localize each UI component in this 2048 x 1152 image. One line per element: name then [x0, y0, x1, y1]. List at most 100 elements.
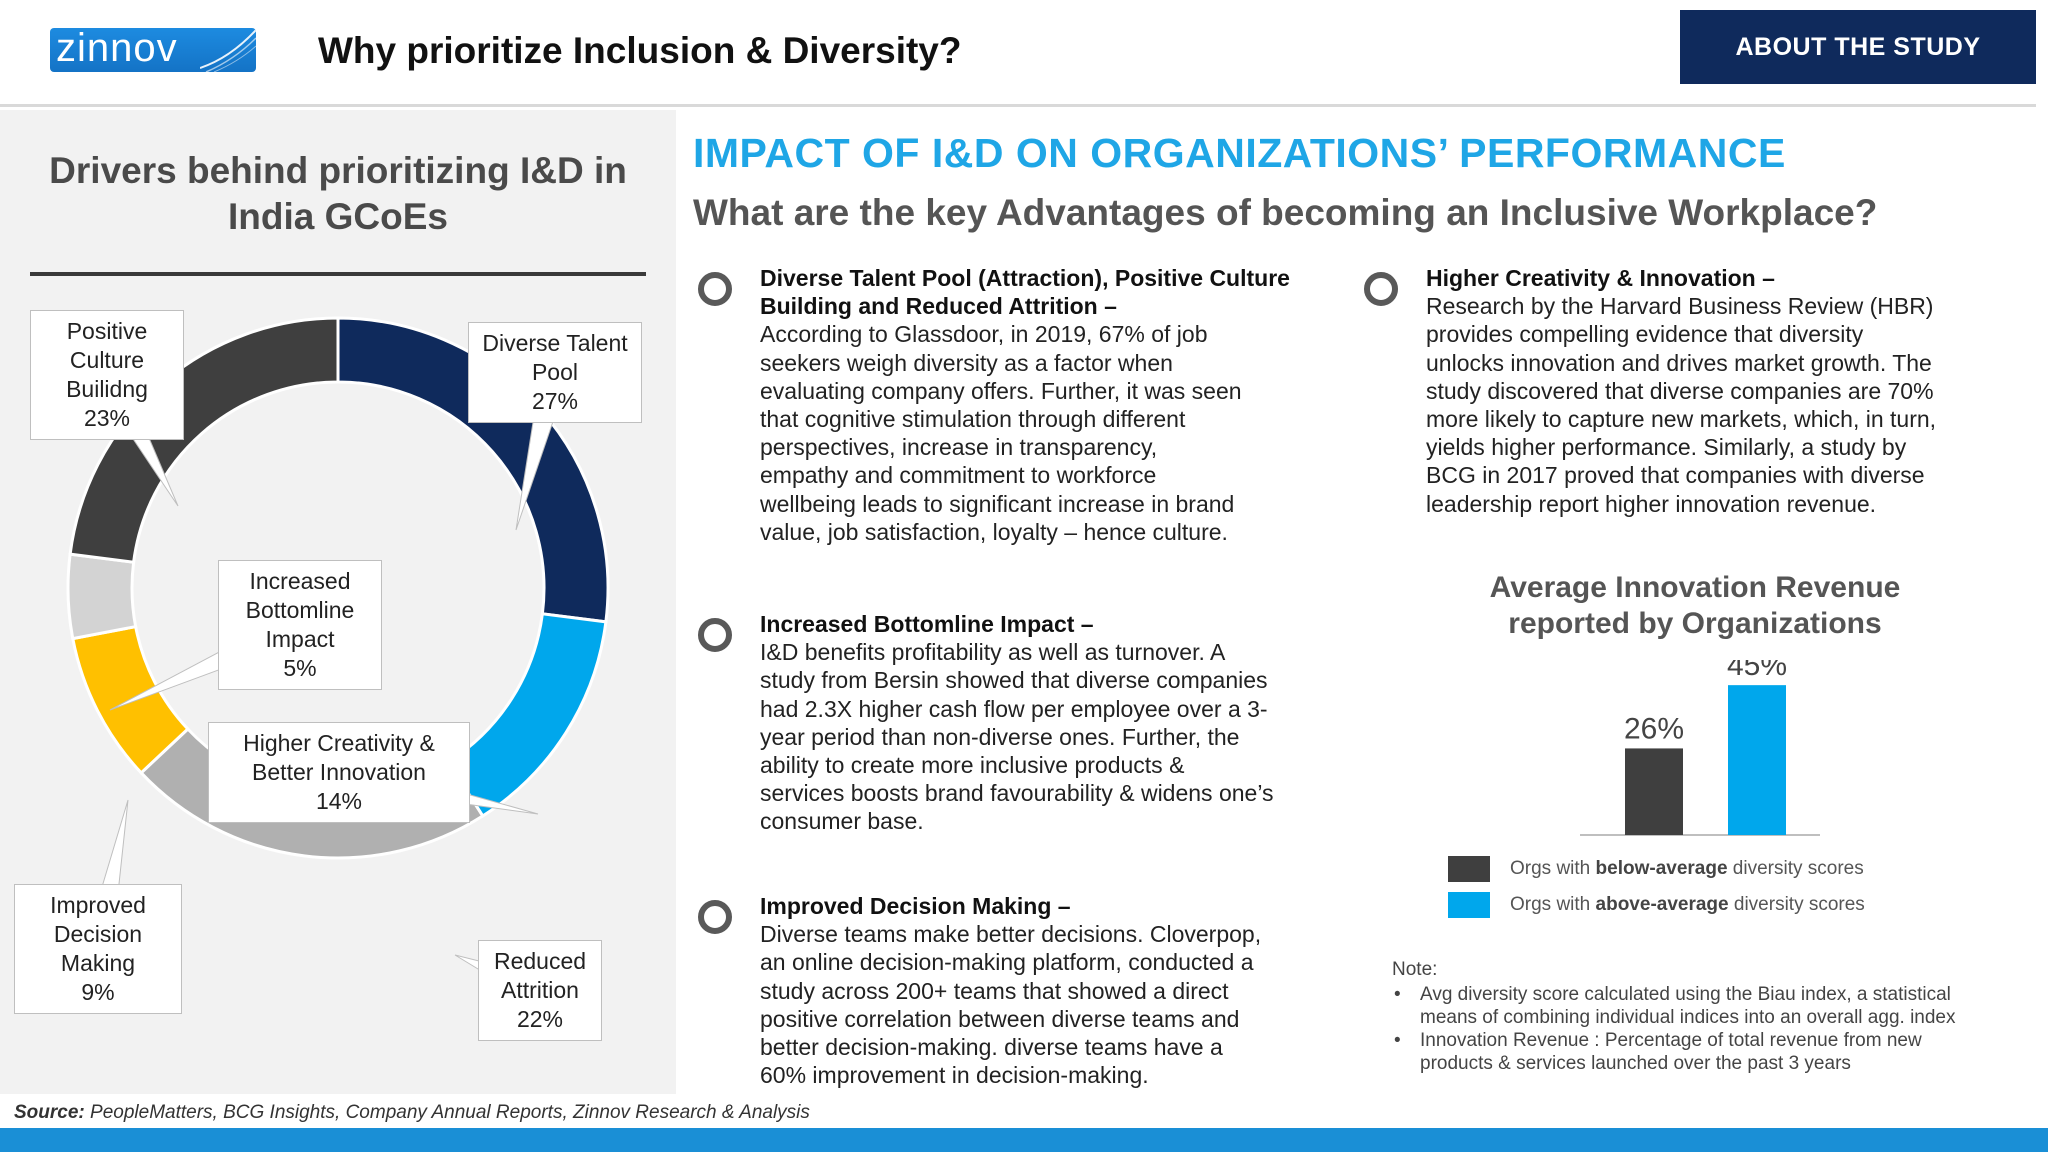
- bar-1: [1728, 685, 1786, 835]
- advantage-heading-line: Improved Decision Making –: [760, 893, 1071, 919]
- legend-item-0: Orgs with below-average diversity scores: [1448, 856, 1864, 882]
- source-label: Source:: [14, 1102, 85, 1123]
- advantage-body-line: According to Glassdoor, in 2019, 67% of …: [760, 321, 1208, 348]
- bar-chart-title-line1: Average Innovation Revenue: [1489, 571, 1901, 604]
- callout-value: 9%: [81, 979, 115, 1005]
- bar-value-label: 26%: [1624, 712, 1684, 745]
- page-title: Why prioritize Inclusion & Diversity?: [318, 30, 962, 71]
- advantage-body-line: Research by the Harvard Business Review …: [1426, 293, 1934, 320]
- bar-chart-title: Average Innovation Revenue reported by O…: [1420, 570, 1970, 642]
- advantage-bullet-icon: [698, 618, 732, 652]
- advantage-body-line: unlocks innovation and drives market gro…: [1426, 349, 1932, 376]
- legend-label: Orgs with below-average diversity scores: [1510, 858, 1864, 879]
- donut-callout-3: Improved Decision Making 9%: [14, 884, 182, 1014]
- advantage-bullet-icon: [698, 900, 732, 934]
- note-item: Avg diversity score calculated using the…: [1392, 983, 2032, 1029]
- advantage-heading-line: Building and Reduced Attrition –: [760, 293, 1117, 320]
- legend-swatch: [1448, 892, 1490, 918]
- advantage-item-0: Diverse Talent Pool (Attraction), Positi…: [760, 264, 1360, 546]
- advantage-body-line: provides compelling evidence that divers…: [1426, 321, 1864, 348]
- header-divider: [0, 104, 2036, 107]
- impact-subtitle: What are the key Advantages of becoming …: [693, 192, 1878, 233]
- donut-callout-2: Reduced Attrition 22%: [478, 940, 602, 1041]
- bar-chart-title-line2: reported by Organizations: [1508, 607, 1882, 640]
- logo-text: zinnov: [56, 28, 178, 70]
- advantage-body-line: that cognitive stimulation through diffe…: [760, 406, 1186, 433]
- advantage-body-line: leadership report higher innovation reve…: [1426, 490, 1877, 517]
- advantage-body-line: study discovered that diverse companies …: [1426, 377, 1934, 404]
- advantage-body-line: more likely to capture new markets, whic…: [1426, 406, 1937, 433]
- callout-label-line: Bottomline: [245, 597, 355, 623]
- drivers-title-line2: India GCoEs: [228, 196, 448, 237]
- advantage-body-line: had 2.3X higher cash flow per employee o…: [760, 695, 1268, 722]
- note-block: Note: Avg diversity score calculated usi…: [1392, 958, 2032, 1075]
- advantage-body-line: 60% improvement in decision-making.: [760, 1062, 1149, 1089]
- callout-label-line: Impact: [265, 626, 335, 652]
- donut-slice-4: [66, 552, 138, 641]
- advantage-body-line: evaluating company offers. Further, it w…: [760, 377, 1242, 404]
- advantage-body-line: perspectives, increase in transparency,: [760, 434, 1158, 461]
- note-list: Avg diversity score calculated using the…: [1392, 983, 2032, 1075]
- advantage-item-2: Improved Decision Making – Diverse teams …: [760, 892, 1360, 1089]
- advantage-body-line: value, job satisfaction, loyalty – hence…: [760, 518, 1228, 545]
- advantage-heading-line: Higher Creativity & Innovation –: [1426, 265, 1775, 291]
- legend-label: Orgs with above-average diversity scores: [1510, 894, 1865, 915]
- advantage-heading-line: Increased Bottomline Impact –: [760, 611, 1094, 637]
- note-item: Innovation Revenue : Percentage of total…: [1392, 1029, 2032, 1075]
- callout-value: 14%: [315, 788, 363, 814]
- advantage-body-line: positive correlation between diverse tea…: [760, 1005, 1240, 1032]
- advantage-body-line: seekers weigh diversity as a factor when: [760, 349, 1173, 376]
- legend-swatch: [1448, 856, 1490, 882]
- drivers-title: Drivers behind prioritizing I&D in India…: [20, 148, 656, 240]
- drivers-divider: [30, 272, 646, 276]
- impact-title: IMPACT OF I&D ON ORGANIZATIONS’ PERFORMA…: [693, 130, 1786, 176]
- zinnov-logo: zinnov: [50, 28, 256, 72]
- donut-callout-4: Increased Bottomline Impact 5%: [218, 560, 382, 690]
- callout-label-line: Better Innovation: [252, 759, 426, 785]
- callout-label-line: Higher Creativity &: [243, 730, 435, 756]
- donut-callout-5: Positive Culture Builidng 23%: [30, 310, 184, 440]
- callout-value: 27%: [531, 388, 579, 414]
- bar-0: [1625, 748, 1683, 835]
- legend-item-1: Orgs with above-average diversity scores: [1448, 892, 1865, 918]
- donut-slice-5: [68, 316, 340, 564]
- callout-label-line: Builidng: [66, 376, 148, 402]
- callout-label-line: Increased: [249, 568, 351, 594]
- callout-value: 22%: [516, 1006, 564, 1032]
- advantage-bullet-icon: [698, 272, 732, 306]
- donut-callout-0: Diverse Talent Pool 27%: [468, 322, 642, 423]
- donut-callout-1: Higher Creativity & Better Innovation 14%: [208, 722, 470, 823]
- bar-value-label: 45%: [1727, 660, 1787, 682]
- advantage-body-line: study across 200+ teams that showed a di…: [760, 977, 1229, 1004]
- header: zinnov Why prioritize Inclusion & Divers…: [0, 0, 2048, 110]
- advantage-body-line: better decision-making. diverse teams ha…: [760, 1034, 1223, 1061]
- callout-label-line: Making: [60, 950, 136, 976]
- advantage-body-line: wellbeing leads to significant increase …: [760, 490, 1235, 517]
- callout-label-line: Attrition: [501, 977, 579, 1003]
- advantage-body-line: BCG in 2017 proved that companies with d…: [1426, 462, 1925, 489]
- callout-value: 5%: [283, 655, 317, 681]
- note-label: Note:: [1392, 959, 1438, 980]
- advantage-body-line: empathy and commitment to workforce: [760, 462, 1157, 489]
- advantage-body-line: consumer base.: [760, 808, 924, 835]
- callout-label-line: Improved: [50, 892, 146, 918]
- advantage-body-line: study from Bersin showed that diverse co…: [760, 667, 1268, 694]
- advantage-body-line: year period than non-diverse ones. Furth…: [760, 723, 1240, 750]
- advantage-body-line: yields higher performance. Similarly, a …: [1426, 434, 1907, 461]
- footer-bar: [0, 1128, 2048, 1152]
- innovation-revenue-bar-chart: 26% 45%: [1580, 660, 1820, 836]
- about-the-study-button[interactable]: ABOUT THE STUDY: [1680, 10, 2036, 84]
- advantage-heading-line: Diverse Talent Pool (Attraction), Positi…: [760, 265, 1290, 291]
- callout-label-line: Reduced: [493, 948, 587, 974]
- advantage-body-line: services boosts brand favourability & wi…: [760, 780, 1274, 807]
- drivers-title-line1: Drivers behind prioritizing I&D in: [49, 150, 627, 191]
- advantage-body-line: Diverse teams make better decisions. Clo…: [760, 921, 1262, 948]
- logo-swoosh-icon: [200, 29, 256, 72]
- advantage-body-line: I&D benefits profitability as well as tu…: [760, 639, 1226, 666]
- source-text: PeopleMatters, BCG Insights, Company Ann…: [84, 1102, 810, 1123]
- advantage-bullet-icon: [1364, 272, 1398, 306]
- callout-label-line: Diverse Talent: [482, 330, 628, 356]
- advantage-item-3: Higher Creativity & Innovation – Research…: [1426, 264, 2036, 518]
- callout-value: 23%: [83, 405, 131, 431]
- callout-label-line: Pool: [531, 359, 579, 385]
